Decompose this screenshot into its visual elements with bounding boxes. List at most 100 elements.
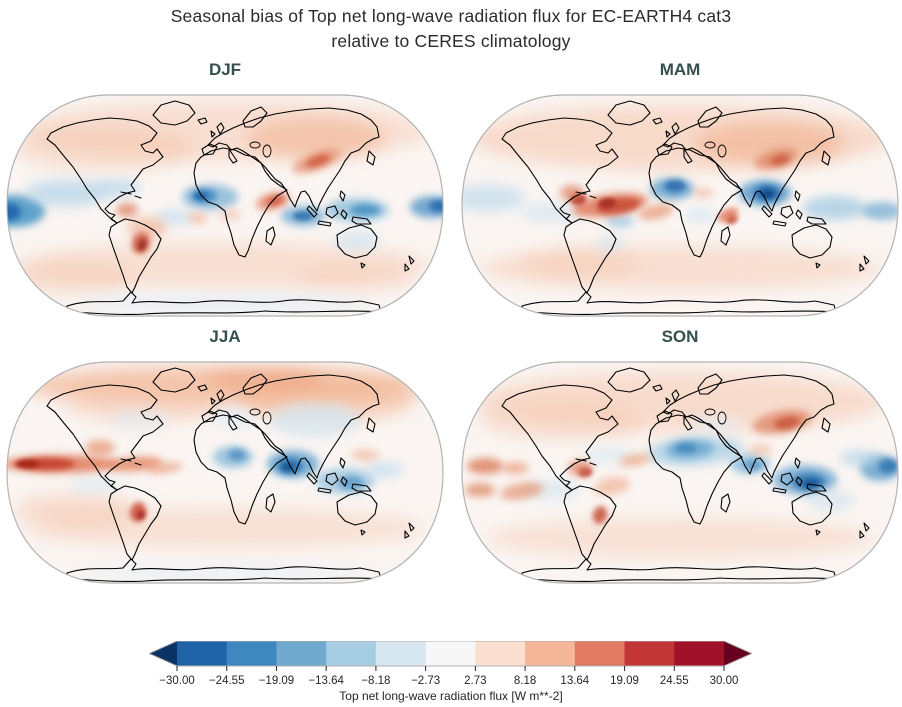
bias-contour-blob xyxy=(560,185,584,201)
bias-contour-blob xyxy=(155,209,195,225)
map-panel-djf xyxy=(5,93,445,318)
bias-contour-blob xyxy=(684,207,716,223)
coastlines xyxy=(46,100,415,316)
bias-contour-blob xyxy=(15,126,195,170)
bias-contour-blob xyxy=(862,202,898,220)
colorbar: −30.00 −24.55 −19.09 −13.64 −8.18 −2.73 2.73 8.… xyxy=(147,640,754,689)
bias-contour-blob xyxy=(282,463,294,471)
bias-contour-blob xyxy=(594,476,630,496)
colorbar-segment xyxy=(326,641,377,666)
bias-contour-blob xyxy=(606,214,634,228)
map-svg-mam xyxy=(461,94,899,317)
bias-contour-blob xyxy=(75,564,375,580)
bias-contour-blob xyxy=(465,483,495,497)
bias-contour-blob xyxy=(598,197,616,209)
bias-contour-blob xyxy=(840,450,880,466)
bias-contour-blob xyxy=(693,188,713,198)
colorbar-tick-label: −30.00 xyxy=(159,675,195,687)
bias-contour-blob xyxy=(7,203,21,221)
bias-contour-blob xyxy=(805,490,855,510)
bias-contour-blob xyxy=(480,400,640,440)
bias-contour-blob xyxy=(333,231,381,251)
coastlines xyxy=(46,367,415,583)
bias-contour-blob xyxy=(188,212,208,224)
figure-title-line1: Seasonal bias of Top net long-wave radia… xyxy=(170,6,732,26)
bias-contour-blob xyxy=(338,476,364,490)
bias-contour-blob xyxy=(15,460,39,468)
map-boundary xyxy=(461,94,899,317)
bias-contour-blob xyxy=(245,118,385,158)
colorbar-segment xyxy=(674,641,725,666)
bias-contour-blob xyxy=(209,407,257,429)
panel-title-jja: JJA xyxy=(209,327,241,346)
colorbar-segment xyxy=(425,641,476,666)
bias-contour-blob xyxy=(25,180,109,206)
colorbar-tick-label: −8.18 xyxy=(361,675,390,687)
panel-title-djf: DJF xyxy=(208,60,242,79)
colorbar-segment xyxy=(525,641,576,666)
bias-contour-blob xyxy=(65,387,225,423)
figure-title-line2: relative to CERES climatology xyxy=(331,31,571,51)
bias-contour-blob xyxy=(675,443,697,453)
colorbar-segment xyxy=(177,641,228,666)
map-boundary xyxy=(6,361,444,584)
colorbar-tick-label: 8.18 xyxy=(514,675,536,687)
bias-contour-blob xyxy=(878,459,898,473)
bias-contour-blob xyxy=(619,453,651,467)
colorbar-tick-label: −2.73 xyxy=(411,675,440,687)
colorbar-tick-label: 19.09 xyxy=(610,675,639,687)
bias-contour-blob xyxy=(664,180,686,192)
colorbar-over-arrow xyxy=(724,641,752,666)
bias-contour-blob xyxy=(638,204,674,220)
bias-contour-blob xyxy=(205,370,325,390)
bias-contour-blob xyxy=(594,235,626,251)
panel-title-son: SON xyxy=(661,327,699,346)
colorbar-segment xyxy=(226,641,277,666)
bias-contour-blob xyxy=(147,462,183,474)
map-boundary xyxy=(6,94,444,317)
bias-contour-blob xyxy=(762,190,774,198)
bias-contour-blob xyxy=(501,462,529,474)
colorbar-axis-label: Top net long-wave radiation flux [W m**-… xyxy=(339,689,563,703)
bias-contour-blob xyxy=(803,196,867,220)
colorbar-segment xyxy=(624,641,675,666)
coastlines xyxy=(501,100,870,316)
bias-contour-blob xyxy=(485,518,875,558)
map-svg-jja xyxy=(6,361,444,584)
map-panel-jja xyxy=(5,360,445,585)
colorbar-tick-label: 13.64 xyxy=(560,675,589,687)
bias-contour-blob xyxy=(305,154,331,168)
colorbar-segment xyxy=(475,641,526,666)
bias-contour-blob xyxy=(270,403,360,437)
bias-contour-blob xyxy=(75,294,375,312)
bias-contour-blob xyxy=(520,203,580,223)
bias-contour-blob xyxy=(429,200,443,212)
colorbar-under-arrow xyxy=(149,641,177,666)
bias-contour-blob xyxy=(218,209,242,221)
colorbar-tick-label: 24.55 xyxy=(660,675,689,687)
bias-contour-blob xyxy=(748,445,772,455)
map-boundary xyxy=(461,361,899,584)
colorbar-tick-label: −19.09 xyxy=(259,675,295,687)
bias-contour-blob xyxy=(116,203,138,217)
colorbar-tick-label: 2.73 xyxy=(464,675,486,687)
bias-contour-blob xyxy=(85,440,115,456)
map-panel-son xyxy=(460,360,900,585)
bias-contour-blob xyxy=(726,215,738,225)
bias-contour-blob xyxy=(462,185,526,211)
bias-contour-blob xyxy=(568,460,592,476)
bias-contour-blob xyxy=(520,249,640,277)
bias-contour-blob xyxy=(500,482,544,500)
bias-contour-blob xyxy=(15,494,135,526)
colorbar-tick-label: −24.55 xyxy=(209,675,245,687)
bias-contour-blob xyxy=(467,458,503,474)
bias-contour-blob xyxy=(351,449,379,461)
bias-contour-blob xyxy=(363,462,403,478)
colorbar-tick-label: 30.00 xyxy=(710,675,739,687)
colorbar-segment xyxy=(375,641,427,666)
map-svg-djf xyxy=(6,94,444,317)
bias-contour-blob xyxy=(350,204,380,216)
colorbar-svg: −30.00 −24.55 −19.09 −13.64 −8.18 −2.73 2.73 8.… xyxy=(147,640,754,687)
bias-contour-blob xyxy=(110,410,170,430)
